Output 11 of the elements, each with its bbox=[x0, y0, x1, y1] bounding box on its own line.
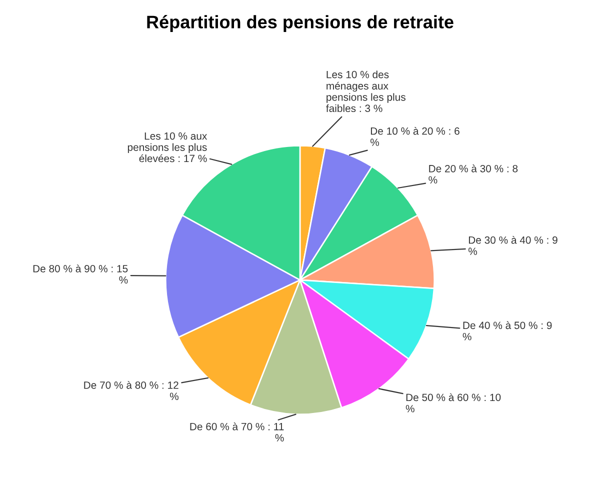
slice-label: De 40 % à 50 % : 9 % bbox=[462, 321, 552, 340]
slice-label: De 60 % à 70 % : 11 % bbox=[190, 422, 284, 442]
slice-label: De 70 % à 80 % : 12 % bbox=[84, 381, 178, 400]
slice-label: De 30 % à 40 % : 9 % bbox=[468, 236, 558, 255]
slice-label: Les 10 % aux pensions les plus élevées : 17 % bbox=[128, 132, 208, 162]
chart-title: Répartition des pensions de retraite bbox=[147, 15, 454, 32]
slice-label: De 10 % à 20 % : 6 % bbox=[370, 126, 460, 146]
slice-label: De 50 % à 60 % : 10 % bbox=[406, 393, 501, 412]
slice-label: Les 10 % des ménages aux pensions les plus faibles : 3 % bbox=[326, 70, 406, 112]
slice-label: De 80 % à 90 % : 15 % bbox=[33, 264, 128, 284]
slice-label: De 20 % à 30 % : 8 % bbox=[428, 164, 518, 184]
